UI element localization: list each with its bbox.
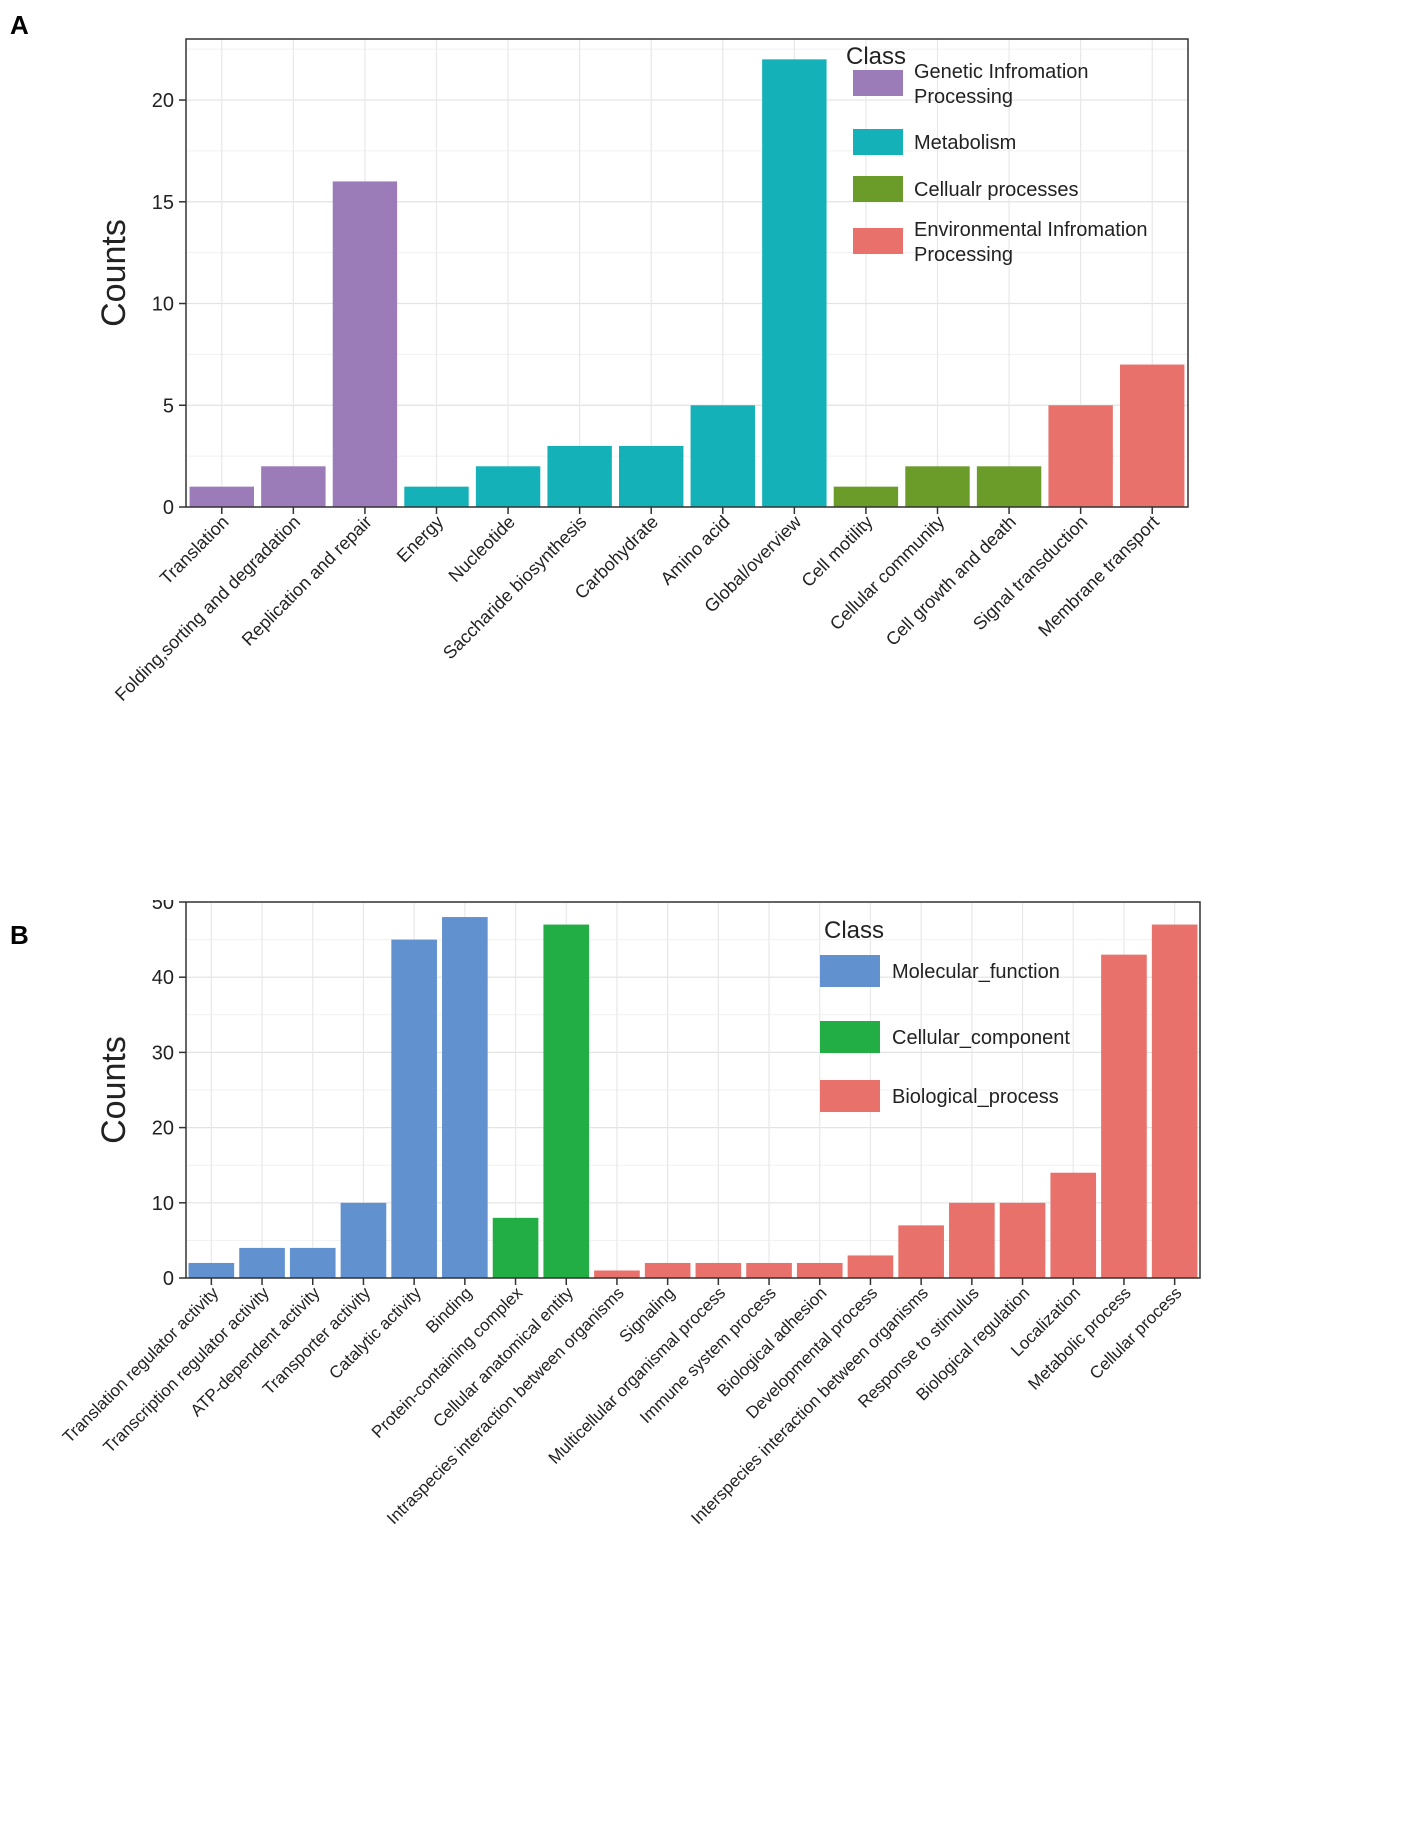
bar xyxy=(976,466,1042,507)
bar xyxy=(475,466,541,507)
x-tick-label: Energy xyxy=(393,512,447,566)
y-axis-title: Counts xyxy=(95,1036,133,1144)
bar xyxy=(695,1262,742,1278)
legend-label: Cellular_component xyxy=(892,1027,1070,1049)
legend-label: Environmental Infromation xyxy=(914,219,1147,241)
y-tick-label: 10 xyxy=(152,1193,174,1215)
bar xyxy=(949,1202,995,1278)
legend-key xyxy=(820,955,880,987)
bar xyxy=(547,445,612,507)
x-tick-label: Replication and repair xyxy=(238,512,376,650)
y-axis-title: Counts xyxy=(95,219,133,327)
bar xyxy=(999,1202,1046,1278)
legend-label: Processing xyxy=(914,86,1013,108)
bar xyxy=(690,405,755,507)
bar xyxy=(905,466,970,507)
legend-key xyxy=(853,70,903,96)
bar xyxy=(1120,364,1185,507)
bar xyxy=(239,1247,285,1278)
y-tick-label: 5 xyxy=(163,395,174,417)
legend-label: Cellualr processes xyxy=(914,179,1079,201)
bar xyxy=(492,1217,539,1278)
bar xyxy=(1050,1172,1097,1278)
x-tick-label: Membrane transport xyxy=(1034,512,1163,641)
panel-label-b: B xyxy=(10,920,29,950)
bar xyxy=(762,59,827,507)
y-tick-label: 0 xyxy=(163,497,174,519)
legend-label: Genetic Infromation xyxy=(914,61,1089,83)
bar xyxy=(391,939,437,1278)
y-tick-label: 20 xyxy=(152,1118,174,1140)
bar xyxy=(442,917,488,1278)
legend-key xyxy=(820,1021,880,1053)
bar xyxy=(340,1202,387,1278)
bar xyxy=(847,1255,894,1278)
plot-border xyxy=(185,38,1189,508)
y-tick-label: 15 xyxy=(152,192,174,214)
y-tick-label: 10 xyxy=(152,294,174,316)
bar xyxy=(543,924,590,1278)
bar xyxy=(594,1270,640,1278)
bar xyxy=(898,1225,944,1278)
x-tick-label: Cellular process xyxy=(1086,1283,1186,1383)
legend-key xyxy=(853,228,903,254)
legend-label: Processing xyxy=(914,244,1013,266)
bar xyxy=(833,486,899,507)
bar xyxy=(332,181,398,507)
y-tick-label: 50 xyxy=(152,900,174,914)
plot-border xyxy=(185,901,1201,1279)
legend-title: Class xyxy=(846,43,906,70)
legend-label: Biological_process xyxy=(892,1086,1059,1108)
bar xyxy=(1101,954,1147,1278)
y-tick-label: 20 xyxy=(152,90,174,112)
panel-label-a: A xyxy=(10,10,29,40)
bar xyxy=(619,445,684,507)
x-tick-label: Nucleotide xyxy=(445,512,519,586)
x-tick-label: Cell growth and death xyxy=(882,512,1020,650)
bar xyxy=(746,1262,792,1278)
x-tick-label: Amino acid xyxy=(657,512,734,589)
y-tick-label: 0 xyxy=(163,1268,174,1290)
y-tick-label: 30 xyxy=(152,1042,174,1064)
bar xyxy=(644,1262,691,1278)
bar xyxy=(796,1262,843,1278)
legend-label: Molecular_function xyxy=(892,961,1060,983)
bar xyxy=(1151,924,1198,1278)
x-tick-label: Cell motility xyxy=(798,512,877,591)
y-tick-label: 40 xyxy=(152,967,174,989)
bar xyxy=(289,1247,336,1278)
bar xyxy=(261,466,326,507)
legend-key xyxy=(853,129,903,155)
bar xyxy=(404,486,469,507)
x-tick-label: Saccharide biosynthesis xyxy=(439,512,590,663)
x-tick-label: Translation xyxy=(156,512,233,589)
bar xyxy=(1048,405,1113,507)
x-tick-label: Catalytic activity xyxy=(325,1283,425,1383)
x-tick-label: Intraspecies interaction between organis… xyxy=(383,1283,628,1528)
legend-key xyxy=(820,1080,880,1112)
legend-label: Metabolism xyxy=(914,132,1016,154)
x-tick-label: Interspecies interaction between organis… xyxy=(687,1283,932,1528)
bar xyxy=(189,486,254,507)
bar xyxy=(188,1262,235,1278)
legend-key xyxy=(853,176,903,202)
legend-title: Class xyxy=(824,917,884,944)
